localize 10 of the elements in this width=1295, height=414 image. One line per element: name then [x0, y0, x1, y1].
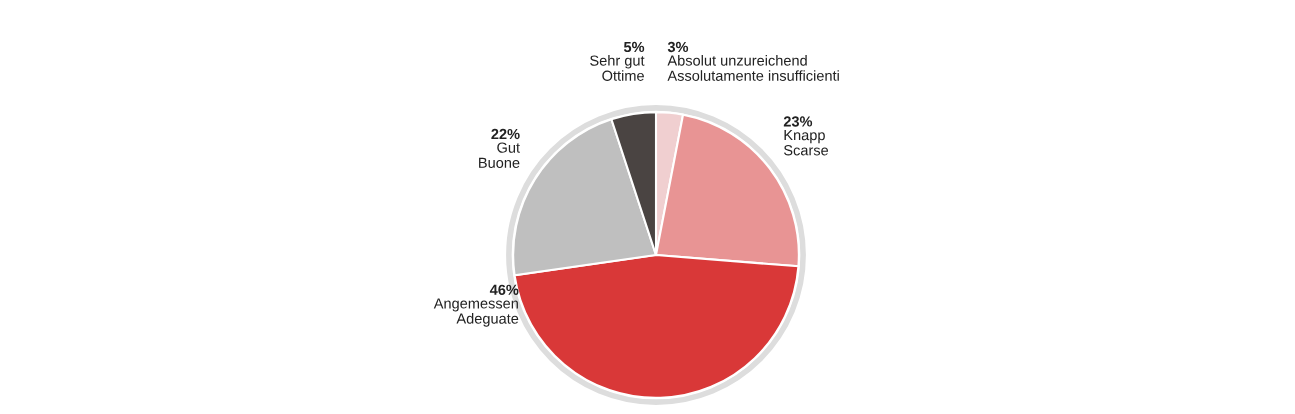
slice-label: Angemessen Adeguate [433, 298, 519, 327]
data-label: 46% [489, 284, 519, 295]
data-label: 23% [783, 116, 813, 127]
data-label: 5% [623, 41, 645, 53]
slice-label: Gut Buone [479, 142, 520, 168]
slice-label: Sehr gut Ottime [590, 55, 645, 81]
data-label: 22% [491, 128, 520, 140]
data-label: 3% [667, 41, 689, 53]
slice-label: Absolut unzureichend Assolutamente insufficienti [667, 55, 839, 81]
slice-label: Knapp Scarse [783, 130, 829, 156]
